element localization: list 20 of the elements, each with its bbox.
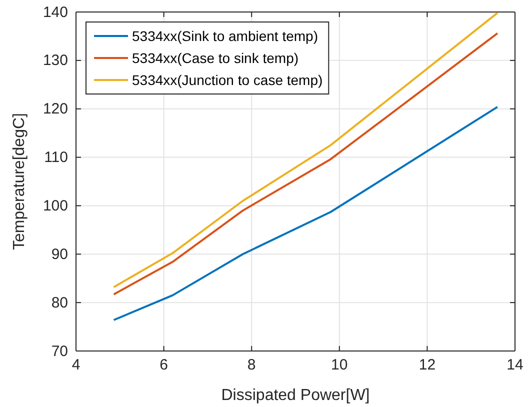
line-series [112, 106, 498, 322]
y-tick-label: 100 [42, 198, 68, 215]
legend-label: 5334xx(Sink to ambient temp) [132, 28, 318, 44]
x-tick-label: 4 [72, 356, 80, 374]
y-tick-label: 70 [51, 342, 68, 360]
x-tick-label: 8 [247, 356, 256, 374]
y-tick-label: 90 [51, 246, 68, 263]
x-axis-title: Dissipated Power[W] [221, 387, 370, 404]
legend-label: 5334xx(Junction to case temp) [132, 72, 323, 88]
y-tick-label: 130 [42, 52, 68, 70]
x-tick-label: 14 [506, 356, 524, 374]
x-tick-label: 12 [418, 356, 436, 374]
x-tick-label: 6 [160, 356, 168, 374]
y-tick-label: 120 [42, 100, 68, 118]
x-tick-label: 10 [331, 356, 348, 374]
y-tick-label: 80 [51, 294, 68, 312]
y-tick-label: 110 [44, 149, 68, 166]
y-axis-title: Temperature[degC] [11, 113, 28, 250]
y-tick-label: 140 [42, 4, 68, 21]
legend-label: 5334xx(Case to sink temp) [132, 50, 299, 66]
